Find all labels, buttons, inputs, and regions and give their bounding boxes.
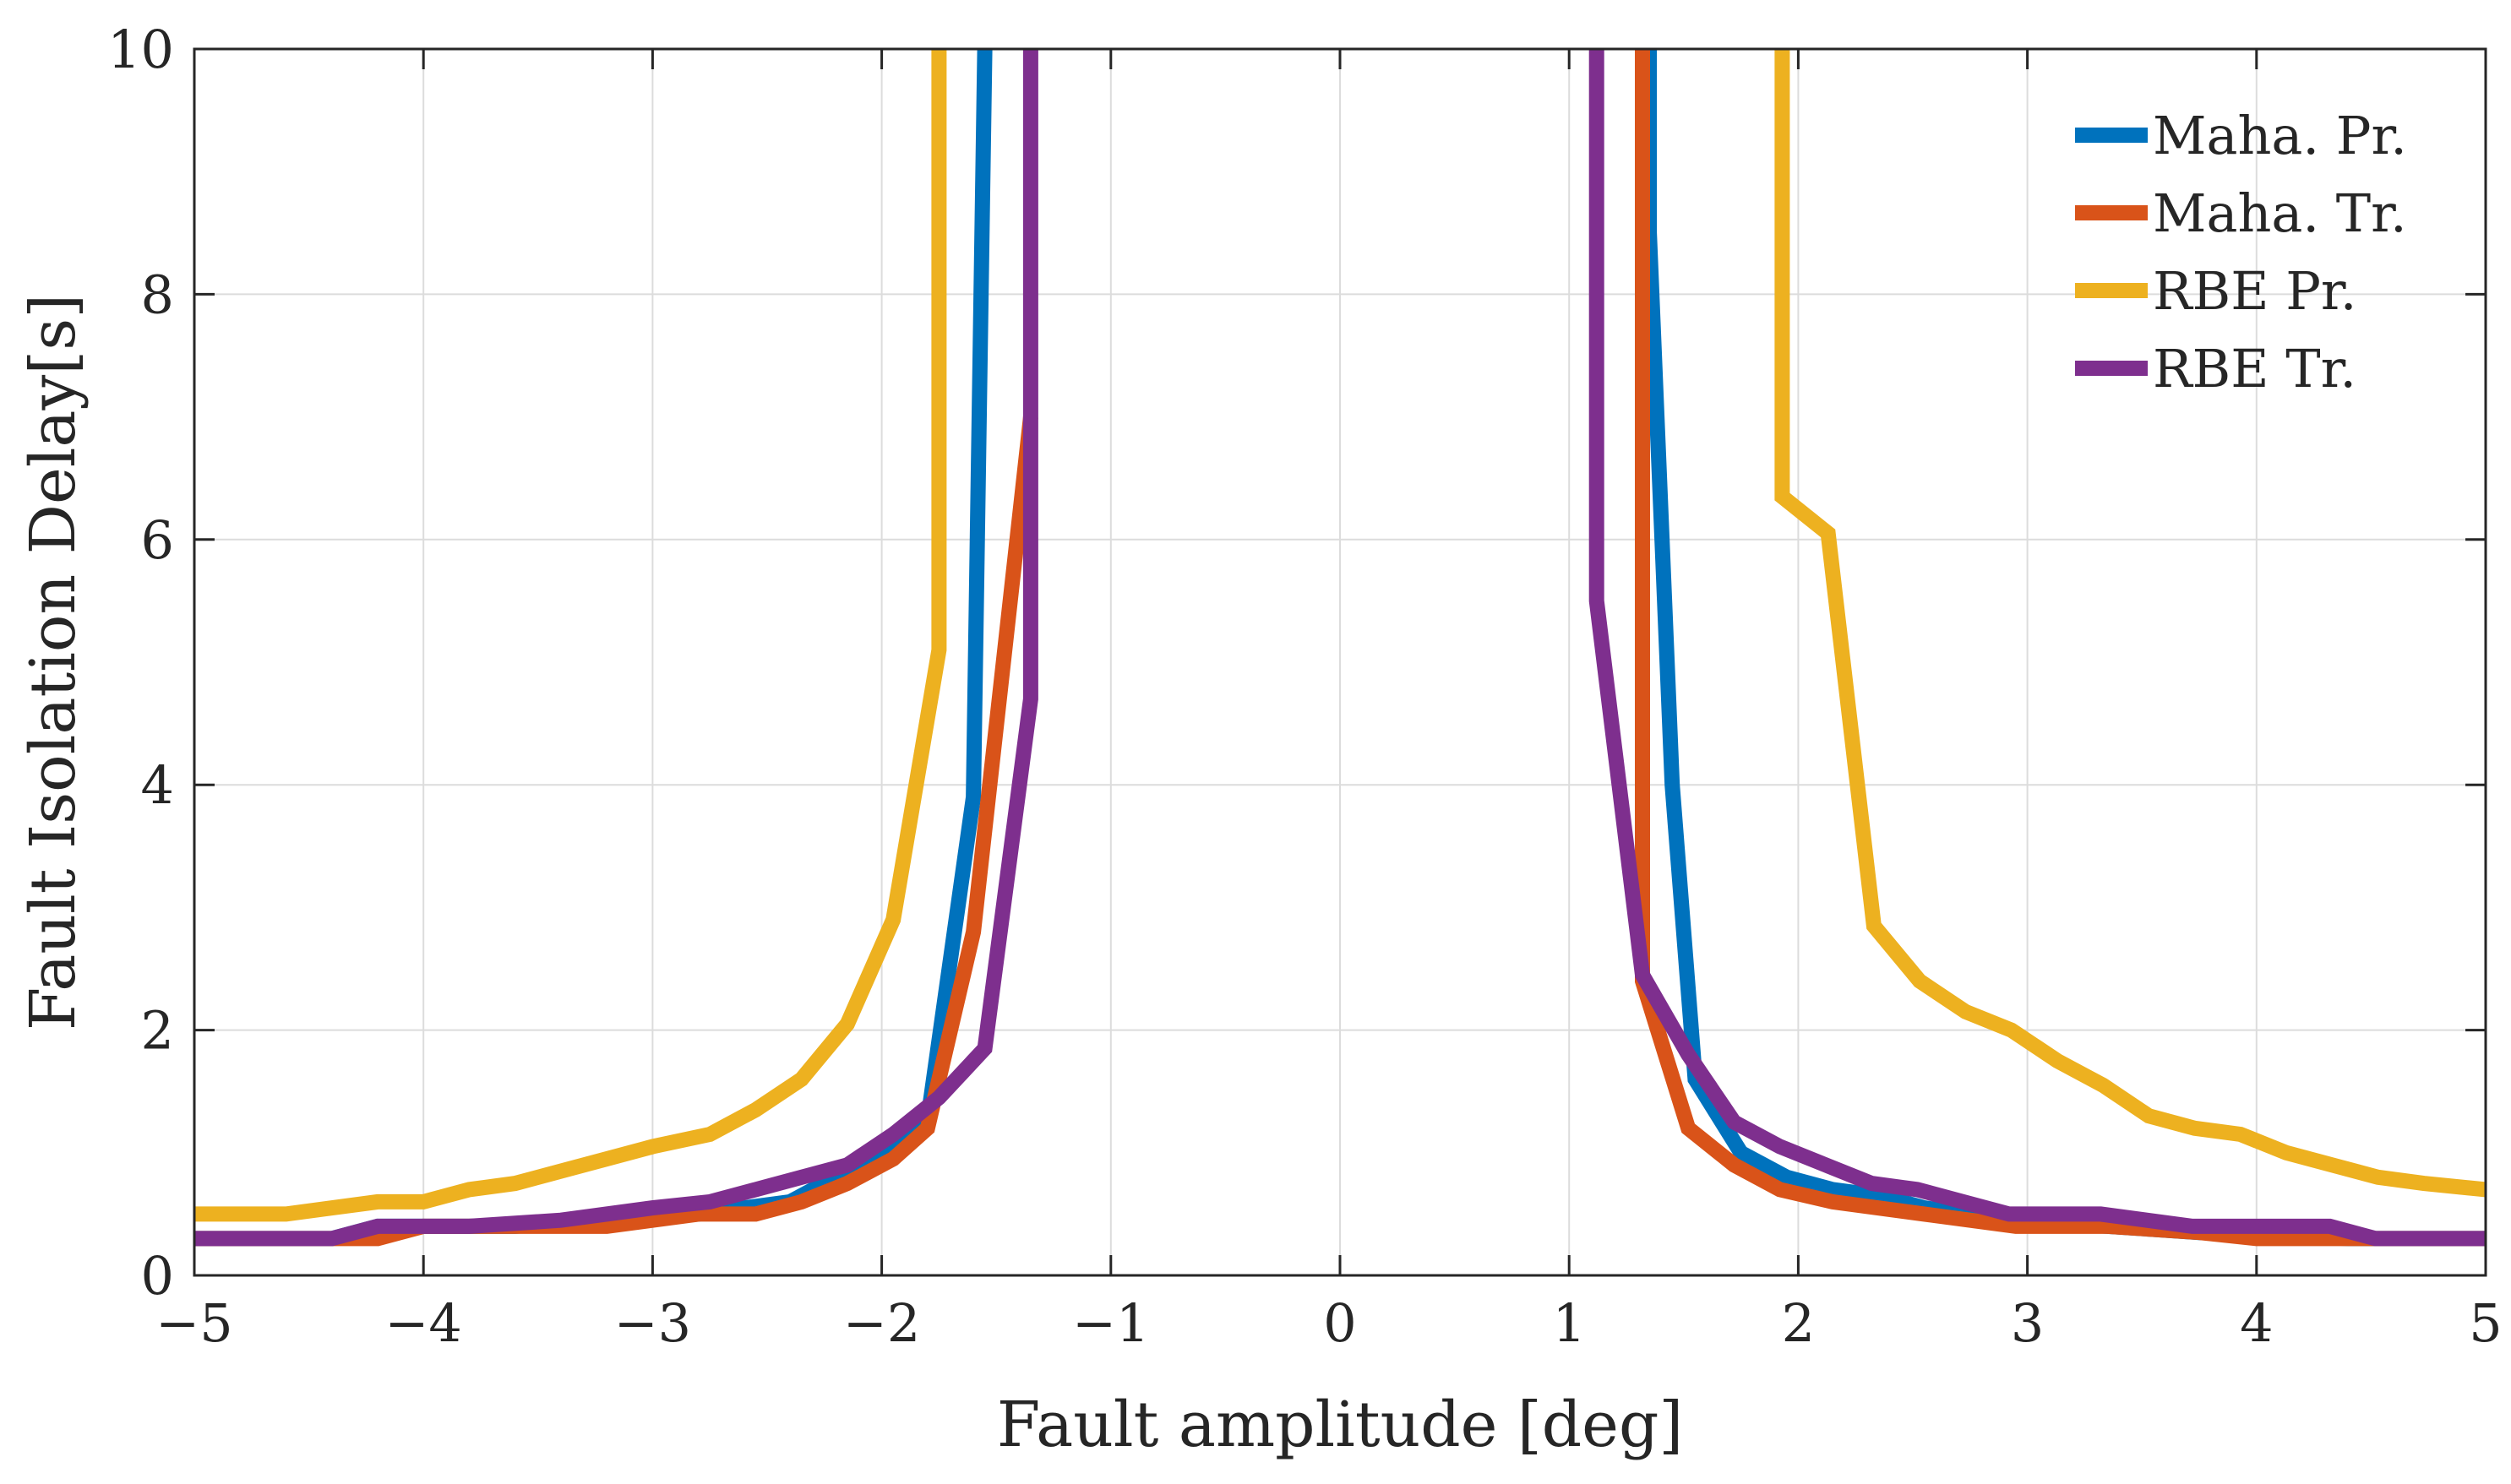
series-line-maha-tr-segment-2 — [1635, 49, 2486, 1247]
x-tick-label: 4 — [2240, 1292, 2273, 1354]
legend-label-rbe-tr: RBE Tr. — [2153, 338, 2356, 400]
series-layer — [194, 49, 2486, 1247]
tick-layer — [193, 47, 2487, 1277]
series-line-rbe-pr-segment-1 — [194, 49, 947, 1222]
y-axis-label: Fault Isolation Delay[s] — [17, 294, 90, 1030]
series-line-rbe-tr-segment-1 — [194, 49, 1038, 1247]
series-line-rbe-tr-segment-2 — [1588, 49, 2486, 1247]
x-tick-label: 2 — [1782, 1292, 1815, 1354]
x-tick-label: 0 — [1323, 1292, 1356, 1354]
x-tick-label: −5 — [155, 1292, 232, 1354]
x-tick-label: 3 — [2011, 1292, 2044, 1354]
legend: Maha. Pr. Maha. Tr. RBE Pr. RBE Tr. — [2075, 105, 2407, 400]
x-tick-label: −1 — [1072, 1292, 1149, 1354]
x-tick-label: −3 — [614, 1292, 691, 1354]
x-tick-label: 5 — [2469, 1292, 2502, 1354]
y-tick-label: 8 — [141, 264, 174, 325]
series-rbe-pr — [194, 49, 2486, 1222]
x-tick-label: −2 — [843, 1292, 920, 1354]
y-tick-label: 6 — [141, 509, 174, 571]
x-axis-label: Fault amplitude [deg] — [997, 1389, 1683, 1461]
legend-label-rbe-pr: RBE Pr. — [2153, 260, 2356, 322]
y-tick-label: 2 — [141, 1000, 174, 1062]
legend-label-maha-tr: Maha. Tr. — [2153, 182, 2407, 244]
y-tick-labels: 0 2 4 6 8 10 — [107, 19, 174, 1307]
y-tick-label: 0 — [141, 1245, 174, 1307]
y-tick-label: 10 — [107, 19, 174, 80]
series-rbe-tr — [194, 49, 2486, 1247]
x-tick-labels: −5 −4 −3 −2 −1 0 1 2 3 4 5 — [155, 1292, 2502, 1354]
legend-label-maha-pr: Maha. Pr. — [2153, 105, 2407, 166]
y-tick-label: 4 — [141, 754, 174, 816]
x-tick-label: −4 — [384, 1292, 461, 1354]
x-tick-label: 1 — [1552, 1292, 1585, 1354]
series-line-rbe-pr-segment-2 — [1774, 49, 2486, 1198]
